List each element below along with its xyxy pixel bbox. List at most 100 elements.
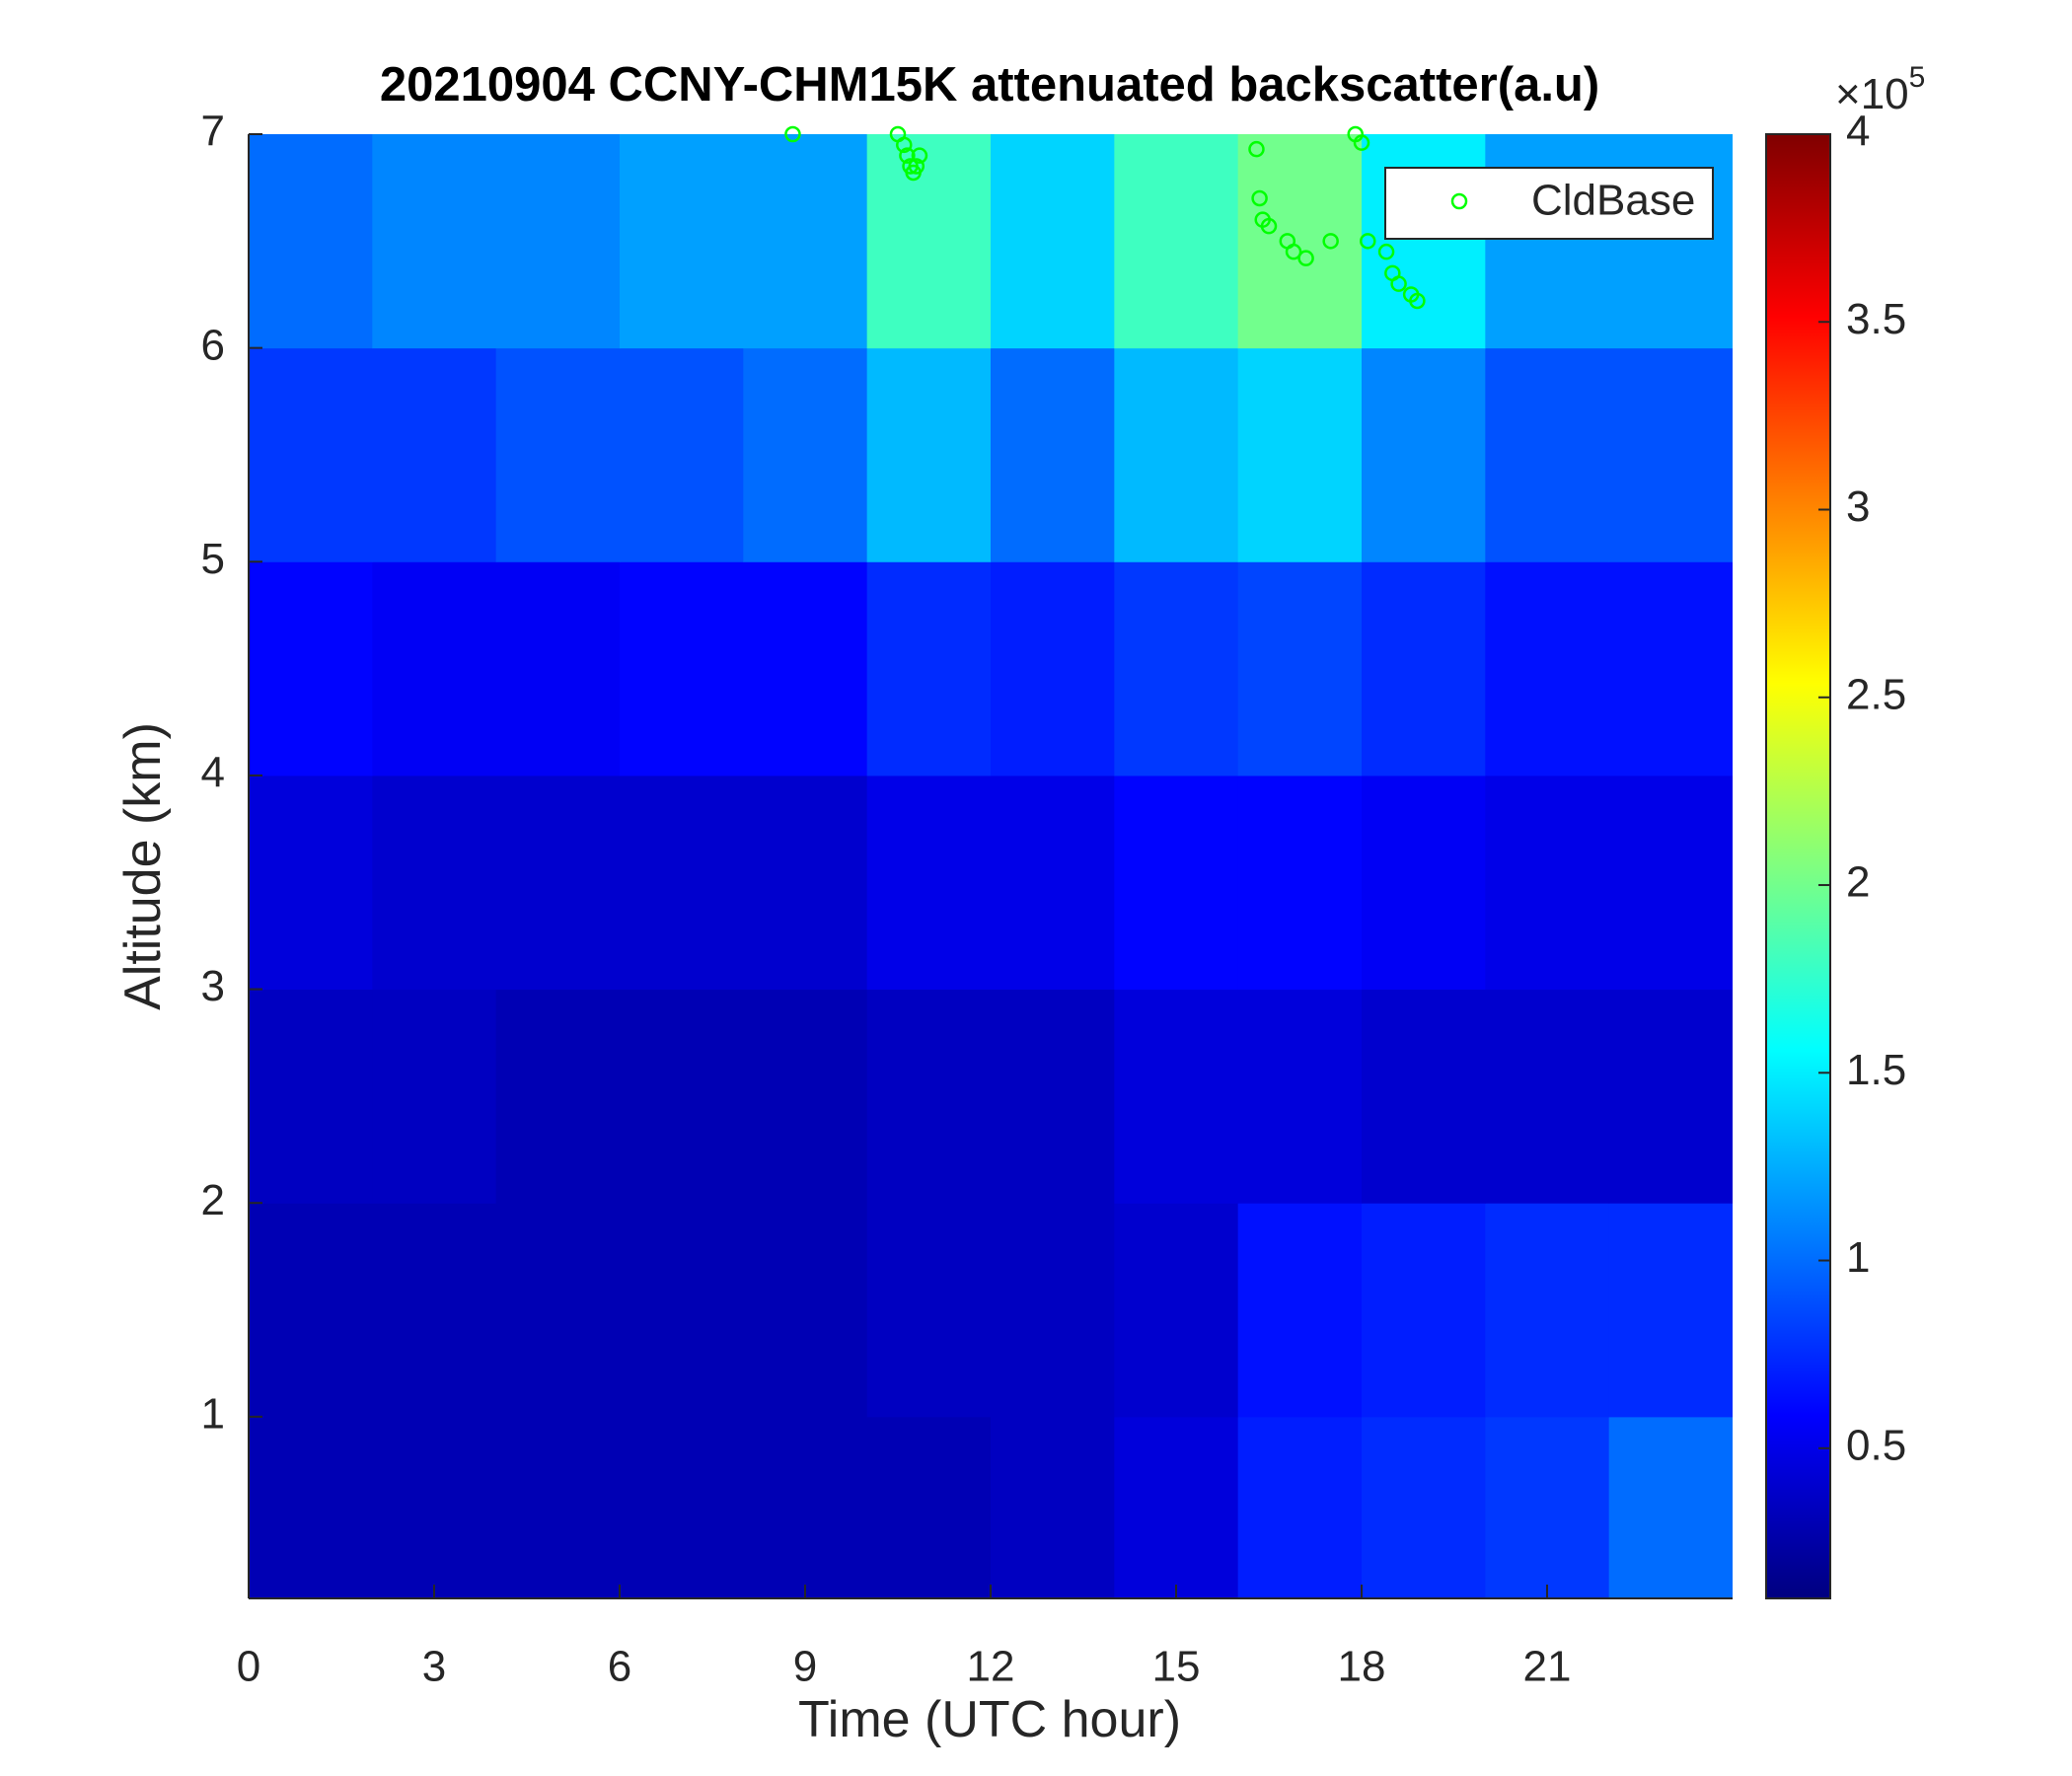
x-tick-label: 3 [422, 1643, 446, 1691]
heatmap-cell [991, 347, 1115, 562]
cloud-base-point [1260, 217, 1278, 235]
heatmap-cell [991, 1203, 1115, 1418]
cloud-base-point [1322, 233, 1339, 250]
chart-title: 20210904 CCNY-CHM15K attenuated backscat… [380, 58, 1599, 111]
y-axis-label: Altitude (km) [114, 722, 172, 1010]
heatmap-cell [866, 1416, 992, 1598]
heatmap-cell [249, 347, 373, 562]
heatmap-cell [866, 989, 992, 1204]
heatmap-cell [1485, 775, 1610, 991]
heatmap-cell [1237, 561, 1363, 777]
y-tick-label: 3 [201, 962, 225, 1010]
heatmap-cell [743, 134, 868, 349]
heatmap-cell [1114, 1203, 1239, 1418]
heatmap-cell [1485, 1203, 1610, 1418]
heatmap-cell [866, 561, 992, 777]
heatmap-cell [495, 561, 621, 777]
colorbar-tick-label: 1 [1846, 1233, 1870, 1282]
heatmap-cell [495, 347, 621, 562]
x-tick-label: 6 [608, 1643, 631, 1691]
colorbar-multiplier-exponent: 5 [1909, 61, 1926, 94]
heatmap-cell [372, 561, 497, 777]
heatmap-cell [620, 989, 744, 1204]
x-axis-label: Time (UTC hour) [798, 1691, 1181, 1748]
heatmap-cell [991, 775, 1115, 991]
colorbar-tick-label: 2.5 [1846, 670, 1906, 718]
heatmap-cell [1485, 561, 1610, 777]
x-tick-label: 15 [1152, 1643, 1201, 1691]
cloud-base-point [1353, 134, 1370, 151]
heatmap-cell [1362, 1203, 1486, 1418]
heatmap-cell [866, 134, 992, 349]
heatmap-cell [991, 1416, 1115, 1598]
heatmap-cell [620, 134, 744, 349]
heatmap-cell [1608, 1203, 1733, 1418]
heatmap-cell [1362, 347, 1486, 562]
y-tick-label: 4 [201, 749, 225, 797]
heatmap-cell [372, 134, 497, 349]
heatmap-cell [495, 1416, 621, 1598]
colorbar-tick-label: 4 [1846, 108, 1870, 156]
heatmap-cell [620, 1203, 744, 1418]
heatmap-cell [743, 347, 868, 562]
heatmap-cell [1608, 775, 1733, 991]
x-tick-label: 18 [1338, 1643, 1386, 1691]
y-tick-label: 2 [201, 1176, 225, 1224]
cloud-base-point [1409, 292, 1426, 310]
cloud-base-point [1251, 189, 1268, 207]
cloud-base-point [1285, 243, 1302, 260]
heatmap-cell [1608, 989, 1733, 1204]
heatmap-cell [1114, 989, 1239, 1204]
heatmap-cell [495, 775, 621, 991]
y-tick-label: 5 [201, 535, 225, 583]
heatmap-cell [991, 134, 1115, 349]
y-tick-label: 1 [201, 1389, 225, 1438]
colorbar-tick-label: 1.5 [1846, 1046, 1906, 1094]
heatmap-cell [1114, 561, 1239, 777]
heatmap-cell [1608, 1416, 1733, 1598]
heatmap-cell [1114, 134, 1239, 349]
heatmap-cell [1114, 347, 1239, 562]
heatmap-cell [1237, 134, 1363, 349]
heatmap-cell [495, 989, 621, 1204]
heatmap-cell [991, 561, 1115, 777]
heatmap-cell [991, 989, 1115, 1204]
heatmap-cell [372, 775, 497, 991]
colorbar-multiplier: ×105 [1835, 61, 1925, 118]
heatmap-cell [249, 989, 373, 1204]
colorbar-tick-label: 3 [1846, 482, 1870, 531]
heatmap-cell [372, 1203, 497, 1418]
heatmap-cell [1362, 134, 1486, 349]
heatmap-cell [1362, 989, 1486, 1204]
heatmap-cell [743, 561, 868, 777]
y-tick-label: 6 [201, 321, 225, 369]
heatmap-cell [372, 1416, 497, 1598]
heatmap-cell [1237, 347, 1363, 562]
heatmap-cell [249, 134, 373, 349]
x-tick-label: 12 [967, 1643, 1015, 1691]
heatmap-cell [1485, 989, 1610, 1204]
heatmap-cell [1485, 347, 1610, 562]
heatmap-cell [866, 775, 992, 991]
cloud-base-point [911, 147, 928, 164]
cloud-base-point [1360, 233, 1376, 250]
heatmap-cell [1608, 134, 1733, 349]
scatter-layer [784, 125, 1426, 310]
heatmap-cell [743, 775, 868, 991]
heatmap-cell [620, 347, 744, 562]
cloud-base-point [1248, 140, 1265, 158]
heatmap-cell [249, 561, 373, 777]
heatmap-cell [743, 989, 868, 1204]
x-tick-label: 21 [1523, 1643, 1572, 1691]
heatmap-cell [866, 347, 992, 562]
heatmap-cell [1362, 561, 1486, 777]
heatmap-cell [1608, 561, 1733, 777]
colorbar-tick-label: 3.5 [1846, 295, 1906, 343]
heatmap-cell [1237, 989, 1363, 1204]
heatmap-cell [866, 1203, 992, 1418]
heatmap-cell [620, 775, 744, 991]
heatmap-cell [1362, 775, 1486, 991]
heatmap-cell [1485, 1416, 1610, 1598]
